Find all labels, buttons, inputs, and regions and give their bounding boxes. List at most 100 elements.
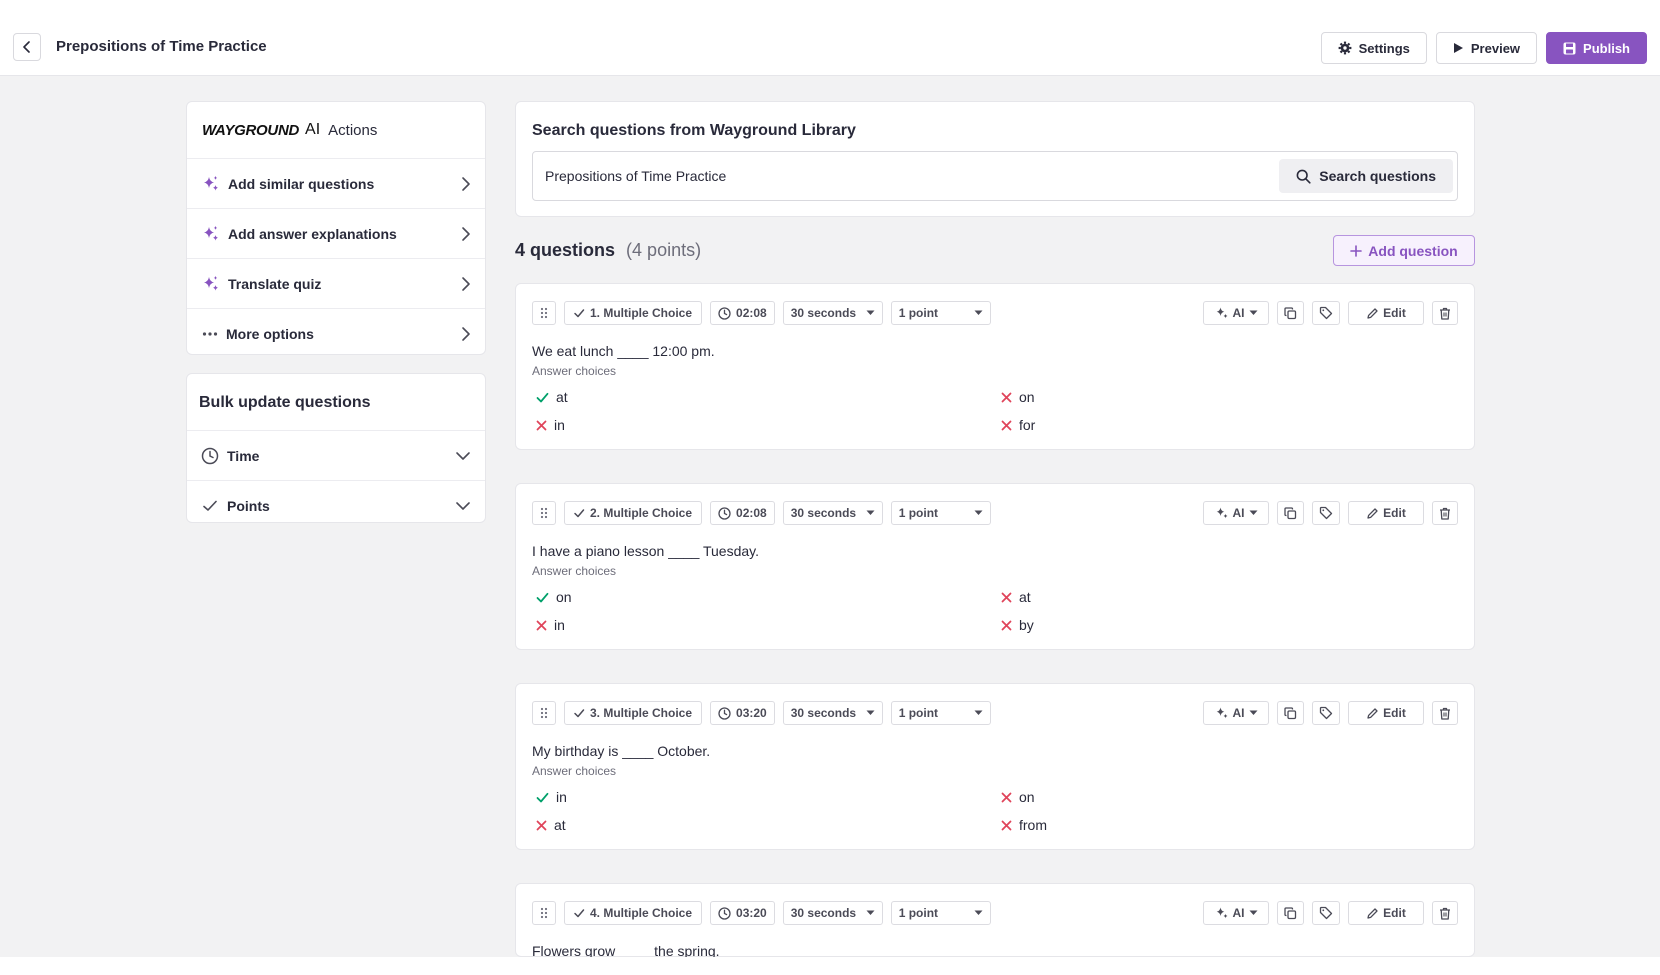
question-actions: AI Edit — [1203, 901, 1458, 925]
caret-down-icon — [974, 510, 983, 515]
question-type-chip[interactable]: 3. Multiple Choice — [564, 701, 703, 725]
answer-choice: in — [536, 789, 567, 805]
points-select[interactable]: 1 point — [890, 501, 991, 525]
check-icon — [574, 309, 585, 318]
answer-choice: in — [536, 617, 565, 633]
question-card: 1. Multiple Choice 02:08 30 seconds 1 point… — [515, 283, 1475, 450]
copy-icon — [1284, 506, 1297, 519]
edit-question-button[interactable]: Edit — [1348, 501, 1424, 525]
question-card: 2. Multiple Choice 02:08 30 seconds 1 point… — [515, 483, 1475, 650]
tag-button[interactable] — [1312, 901, 1340, 925]
incorrect-x-icon — [1001, 792, 1012, 802]
sparkle-icon — [1216, 507, 1227, 519]
tag-button[interactable] — [1312, 701, 1340, 725]
duplicate-button[interactable] — [1277, 901, 1304, 925]
search-input[interactable] — [533, 152, 1280, 200]
publish-label: Publish — [1583, 40, 1630, 56]
duplicate-button[interactable] — [1277, 301, 1304, 325]
ai-panel-header: WAYGROUND AI Actions — [187, 102, 485, 158]
bulk-time-row[interactable]: Time — [187, 430, 485, 480]
question-type-chip[interactable]: 2. Multiple Choice — [564, 501, 703, 525]
duplicate-button[interactable] — [1277, 701, 1304, 725]
pencil-icon — [1367, 707, 1378, 719]
preview-button[interactable]: Preview — [1435, 32, 1538, 64]
edit-question-button[interactable]: Edit — [1348, 701, 1424, 725]
delete-question-button[interactable] — [1432, 701, 1458, 725]
delete-question-button[interactable] — [1432, 501, 1458, 525]
answer-choice: at — [536, 389, 568, 405]
duplicate-button[interactable] — [1277, 501, 1304, 525]
delete-question-button[interactable] — [1432, 301, 1458, 325]
answer-choice-text: at — [554, 817, 566, 833]
check-icon — [574, 709, 585, 718]
sparkle-icon — [1216, 907, 1227, 919]
delete-question-button[interactable] — [1432, 901, 1458, 925]
tag-button[interactable] — [1312, 301, 1340, 325]
ai-menu-button[interactable]: AI — [1203, 701, 1269, 725]
question-actions: AI Edit — [1203, 501, 1458, 525]
incorrect-x-icon — [1001, 392, 1012, 402]
answer-choices-label: Answer choices — [532, 564, 617, 578]
answer-choice: in — [536, 417, 565, 433]
quiz-title: Prepositions of Time Practice — [56, 38, 267, 55]
answer-choice-text: in — [554, 617, 565, 633]
chevron-down-icon — [456, 451, 470, 460]
back-button[interactable] — [13, 33, 41, 61]
check-icon — [574, 509, 585, 518]
incorrect-x-icon — [1001, 592, 1012, 602]
translate-quiz-item[interactable]: Translate quiz — [187, 258, 485, 308]
chevron-down-icon — [456, 501, 470, 510]
add-similar-questions-item[interactable]: Add similar questions — [187, 158, 485, 208]
drag-handle[interactable] — [532, 901, 556, 925]
edit-question-button[interactable]: Edit — [1348, 901, 1424, 925]
incorrect-x-icon — [536, 420, 547, 430]
pencil-icon — [1367, 307, 1378, 319]
more-options-item[interactable]: More options — [187, 308, 485, 358]
points-select[interactable]: 1 point — [890, 301, 991, 325]
duration-select[interactable]: 30 seconds — [782, 501, 883, 525]
question-meta-tools: 3. Multiple Choice 03:20 30 seconds 1 point — [532, 701, 991, 725]
caret-down-icon — [1249, 710, 1257, 715]
ai-menu-button[interactable]: AI — [1203, 901, 1269, 925]
sparkle-icon — [204, 225, 218, 241]
check-icon — [203, 500, 217, 511]
caret-down-icon — [974, 910, 983, 915]
add-question-button[interactable]: Add question — [1333, 235, 1475, 266]
points-value: 1 point — [898, 906, 939, 920]
question-meta-tools: 4. Multiple Choice 03:20 30 seconds 1 point — [532, 901, 991, 925]
drag-handle[interactable] — [532, 701, 556, 725]
duration-select[interactable]: 30 seconds — [782, 301, 883, 325]
trash-icon — [1440, 707, 1450, 720]
settings-button[interactable]: Settings — [1320, 32, 1427, 64]
points-select[interactable]: 1 point — [890, 901, 991, 925]
add-answer-explanations-item[interactable]: Add answer explanations — [187, 208, 485, 258]
bulk-points-row[interactable]: Points — [187, 480, 485, 530]
ai-menu-button[interactable]: AI — [1203, 301, 1269, 325]
question-type-chip[interactable]: 1. Multiple Choice — [564, 301, 703, 325]
save-icon — [1563, 42, 1576, 54]
drag-handle[interactable] — [532, 501, 556, 525]
sparkle-icon — [204, 175, 218, 191]
caret-down-icon — [1249, 310, 1257, 315]
chevron-right-icon — [462, 326, 470, 341]
publish-button[interactable]: Publish — [1546, 32, 1647, 64]
duration-select[interactable]: 30 seconds — [782, 701, 883, 725]
top-actions: Settings Preview Publish — [1320, 32, 1647, 64]
tag-icon — [1319, 706, 1333, 720]
gear-icon — [1338, 41, 1351, 55]
clock-icon — [718, 706, 731, 720]
incorrect-x-icon — [1001, 420, 1012, 430]
edit-question-button[interactable]: Edit — [1348, 301, 1424, 325]
drag-handle[interactable] — [532, 301, 556, 325]
points-select[interactable]: 1 point — [890, 701, 991, 725]
question-type-chip[interactable]: 4. Multiple Choice — [564, 901, 703, 925]
tag-button[interactable] — [1312, 501, 1340, 525]
duration-select[interactable]: 30 seconds — [782, 901, 883, 925]
search-questions-button[interactable]: Search questions — [1279, 159, 1453, 193]
ai-actions-panel: WAYGROUND AI Actions Add similar questio… — [186, 101, 486, 355]
question-type-label: 3. Multiple Choice — [590, 706, 693, 720]
ai-menu-button[interactable]: AI — [1203, 501, 1269, 525]
edit-label: Edit — [1383, 306, 1406, 320]
pencil-icon — [1367, 907, 1378, 919]
answer-choices-label: Answer choices — [532, 764, 617, 778]
